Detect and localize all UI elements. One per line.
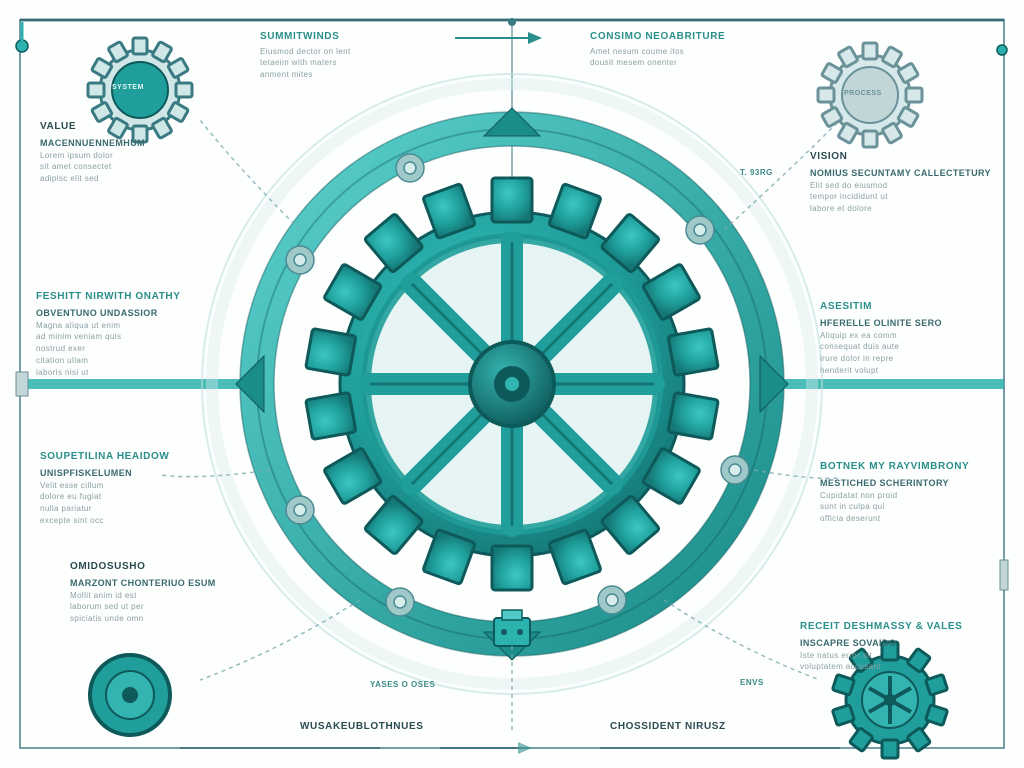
callout-line: sit amet consectet <box>40 162 180 173</box>
callout-left_2: FESHITT NIRWITH ONATHY OBVENTUNO UNDASSIO… <box>36 290 206 380</box>
label-envs: ENVS <box>740 678 764 687</box>
central-gear-icon <box>306 178 719 590</box>
callout-line: Lorem ipsum dolor <box>40 151 180 162</box>
callout-subheading: OBVENTUNO UNDASSIOR <box>36 307 206 319</box>
callout-top_left_1: SUMMITWINDS Eiusmod dector on lenttetaeim… <box>260 30 440 82</box>
callout-left_4: OMIDOSUSHO Marzont chonteriuo esum Mollit … <box>70 560 270 626</box>
callout-line: Magna aliqua ut enim <box>36 321 206 332</box>
callout-line: nulla pariatur <box>40 504 220 515</box>
callout-line: consequat duis aute <box>820 342 1000 353</box>
callout-heading: SOUPETILINA HEAIDOW <box>40 450 220 464</box>
callout-line: nostrud exer <box>36 344 206 355</box>
callout-line: labore et dolore <box>810 204 1000 215</box>
callout-line: henderit volupt <box>820 366 1000 377</box>
callout-line: laboris nisi ut <box>36 368 206 379</box>
label-tl-gear: SYSTEM <box>112 84 144 91</box>
callout-line: voluptatem accusant <box>800 662 1000 673</box>
callout-left_1: VALUE Macennuennemhum Lorem ipsum dolorsit… <box>40 120 180 186</box>
callout-line: anment mites <box>260 70 440 81</box>
callout-line: Mollit anim id est <box>70 591 270 602</box>
callout-line: irure dolor in repre <box>820 354 1000 365</box>
callout-heading: SUMMITWINDS <box>260 30 440 44</box>
callout-line: Elit sed do eiusmod <box>810 181 1000 192</box>
callout-heading: CHOSSIDENT NIRUSZ <box>610 720 780 734</box>
callout-line: Eiusmod dector on lent <box>260 47 440 58</box>
callout-heading: RECEIT DESHMASSY & VALES <box>800 620 1000 634</box>
callout-heading: BOTNEK MY RAYVIMBRONY <box>820 460 1010 474</box>
callout-heading: WUSAKEUBLOTHNUES <box>300 720 470 734</box>
callout-subheading: Macennuennemhum <box>40 137 180 149</box>
callout-subheading: MESTICHED SCHERINTORY <box>820 477 1010 489</box>
callout-line: dousit mesem onenter <box>590 58 790 69</box>
callout-line: dolore eu fugiat <box>40 492 220 503</box>
callout-top_right_1: CONSIMO NEOABRITURE Amet nesum coume itos… <box>590 30 790 70</box>
callout-line: Velit esse cillum <box>40 481 220 492</box>
callout-heading: CONSIMO NEOABRITURE <box>590 30 790 44</box>
callout-subheading: Inscapre sovaido <box>800 637 1000 649</box>
callout-subheading: UNISPFISKELUMEN <box>40 467 220 479</box>
callout-right_1: VISION Nomius secuntamy callectetury Elit … <box>810 150 1000 216</box>
callout-bottom_center_1: WUSAKEUBLOTHNUES <box>300 720 470 737</box>
callout-right_2: ASESITIM Hferelle Olinite sero Aliquip ex … <box>820 300 1000 378</box>
callout-bottom_center_2: CHOSSIDENT NIRUSZ <box>610 720 780 737</box>
callout-line: Iste natus error sit <box>800 651 1000 662</box>
callout-heading: ASESITIM <box>820 300 1000 314</box>
callout-subheading: Marzont chonteriuo esum <box>70 577 270 589</box>
callout-heading: VISION <box>810 150 1000 164</box>
label-tr-gear: PROCESS <box>844 90 882 97</box>
callout-line: Amet nesum coume itos <box>590 47 790 58</box>
callout-line: tempor incididunt ut <box>810 192 1000 203</box>
infographic-canvas: { "layout": { "width": 1024, "height": 7… <box>0 0 1024 768</box>
callout-line: laborum sed ut per <box>70 602 270 613</box>
callout-line: citation ullam <box>36 356 206 367</box>
callout-line: spiciatis unde omn <box>70 614 270 625</box>
callout-line: officia deserunt <box>820 514 1010 525</box>
callout-line: tetaeim with maters <box>260 58 440 69</box>
callout-line: sunt in culpa qui <box>820 502 1010 513</box>
callout-heading: OMIDOSUSHO <box>70 560 270 574</box>
callout-heading: FESHITT NIRWITH ONATHY <box>36 290 206 304</box>
callout-line: excepte sint occ <box>40 516 220 527</box>
callout-subheading: Nomius secuntamy callectetury <box>810 167 1000 179</box>
callout-heading: VALUE <box>40 120 180 134</box>
label-brg: T. 93RG <box>740 168 773 177</box>
callout-right_4: RECEIT DESHMASSY & VALES Inscapre sovaido… <box>800 620 1000 674</box>
callout-right_3: BOTNEK MY RAYVIMBRONY MESTICHED SCHERINTO… <box>820 460 1010 526</box>
callout-line: Aliquip ex ea comm <box>820 331 1000 342</box>
callout-line: adipisc elit sed <box>40 174 180 185</box>
callout-line: ad minim veniam quis <box>36 332 206 343</box>
callout-left_3: SOUPETILINA HEAIDOW UNISPFISKELUMEN Velit … <box>40 450 220 528</box>
corner-disc-bottom-left-icon <box>90 655 170 735</box>
callout-subheading: Hferelle Olinite sero <box>820 317 1000 329</box>
machine-block-icon <box>494 610 530 646</box>
label-yases: YASES O OSES <box>370 680 435 689</box>
callout-line: Cupidatat non proid <box>820 491 1010 502</box>
